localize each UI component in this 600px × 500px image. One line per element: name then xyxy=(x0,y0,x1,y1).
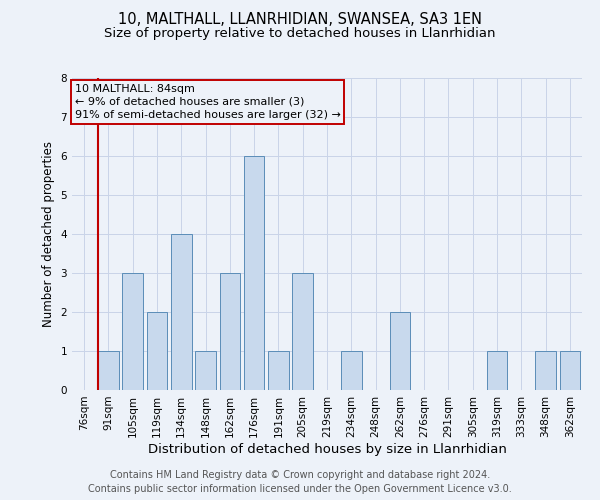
X-axis label: Distribution of detached houses by size in Llanrhidian: Distribution of detached houses by size … xyxy=(148,442,506,456)
Bar xyxy=(487,351,508,390)
Bar xyxy=(341,351,362,390)
Bar xyxy=(244,156,265,390)
Text: 10 MALTHALL: 84sqm
← 9% of detached houses are smaller (3)
91% of semi-detached : 10 MALTHALL: 84sqm ← 9% of detached hous… xyxy=(74,84,340,120)
Bar xyxy=(389,312,410,390)
Text: Size of property relative to detached houses in Llanrhidian: Size of property relative to detached ho… xyxy=(104,28,496,40)
Y-axis label: Number of detached properties: Number of detached properties xyxy=(42,141,55,327)
Text: 10, MALTHALL, LLANRHIDIAN, SWANSEA, SA3 1EN: 10, MALTHALL, LLANRHIDIAN, SWANSEA, SA3 … xyxy=(118,12,482,28)
Bar xyxy=(292,273,313,390)
Bar xyxy=(122,273,143,390)
Bar xyxy=(535,351,556,390)
Text: Contains HM Land Registry data © Crown copyright and database right 2024.
Contai: Contains HM Land Registry data © Crown c… xyxy=(88,470,512,494)
Bar xyxy=(146,312,167,390)
Bar xyxy=(171,234,191,390)
Bar xyxy=(268,351,289,390)
Bar xyxy=(560,351,580,390)
Bar xyxy=(98,351,119,390)
Bar xyxy=(220,273,240,390)
Bar xyxy=(195,351,216,390)
